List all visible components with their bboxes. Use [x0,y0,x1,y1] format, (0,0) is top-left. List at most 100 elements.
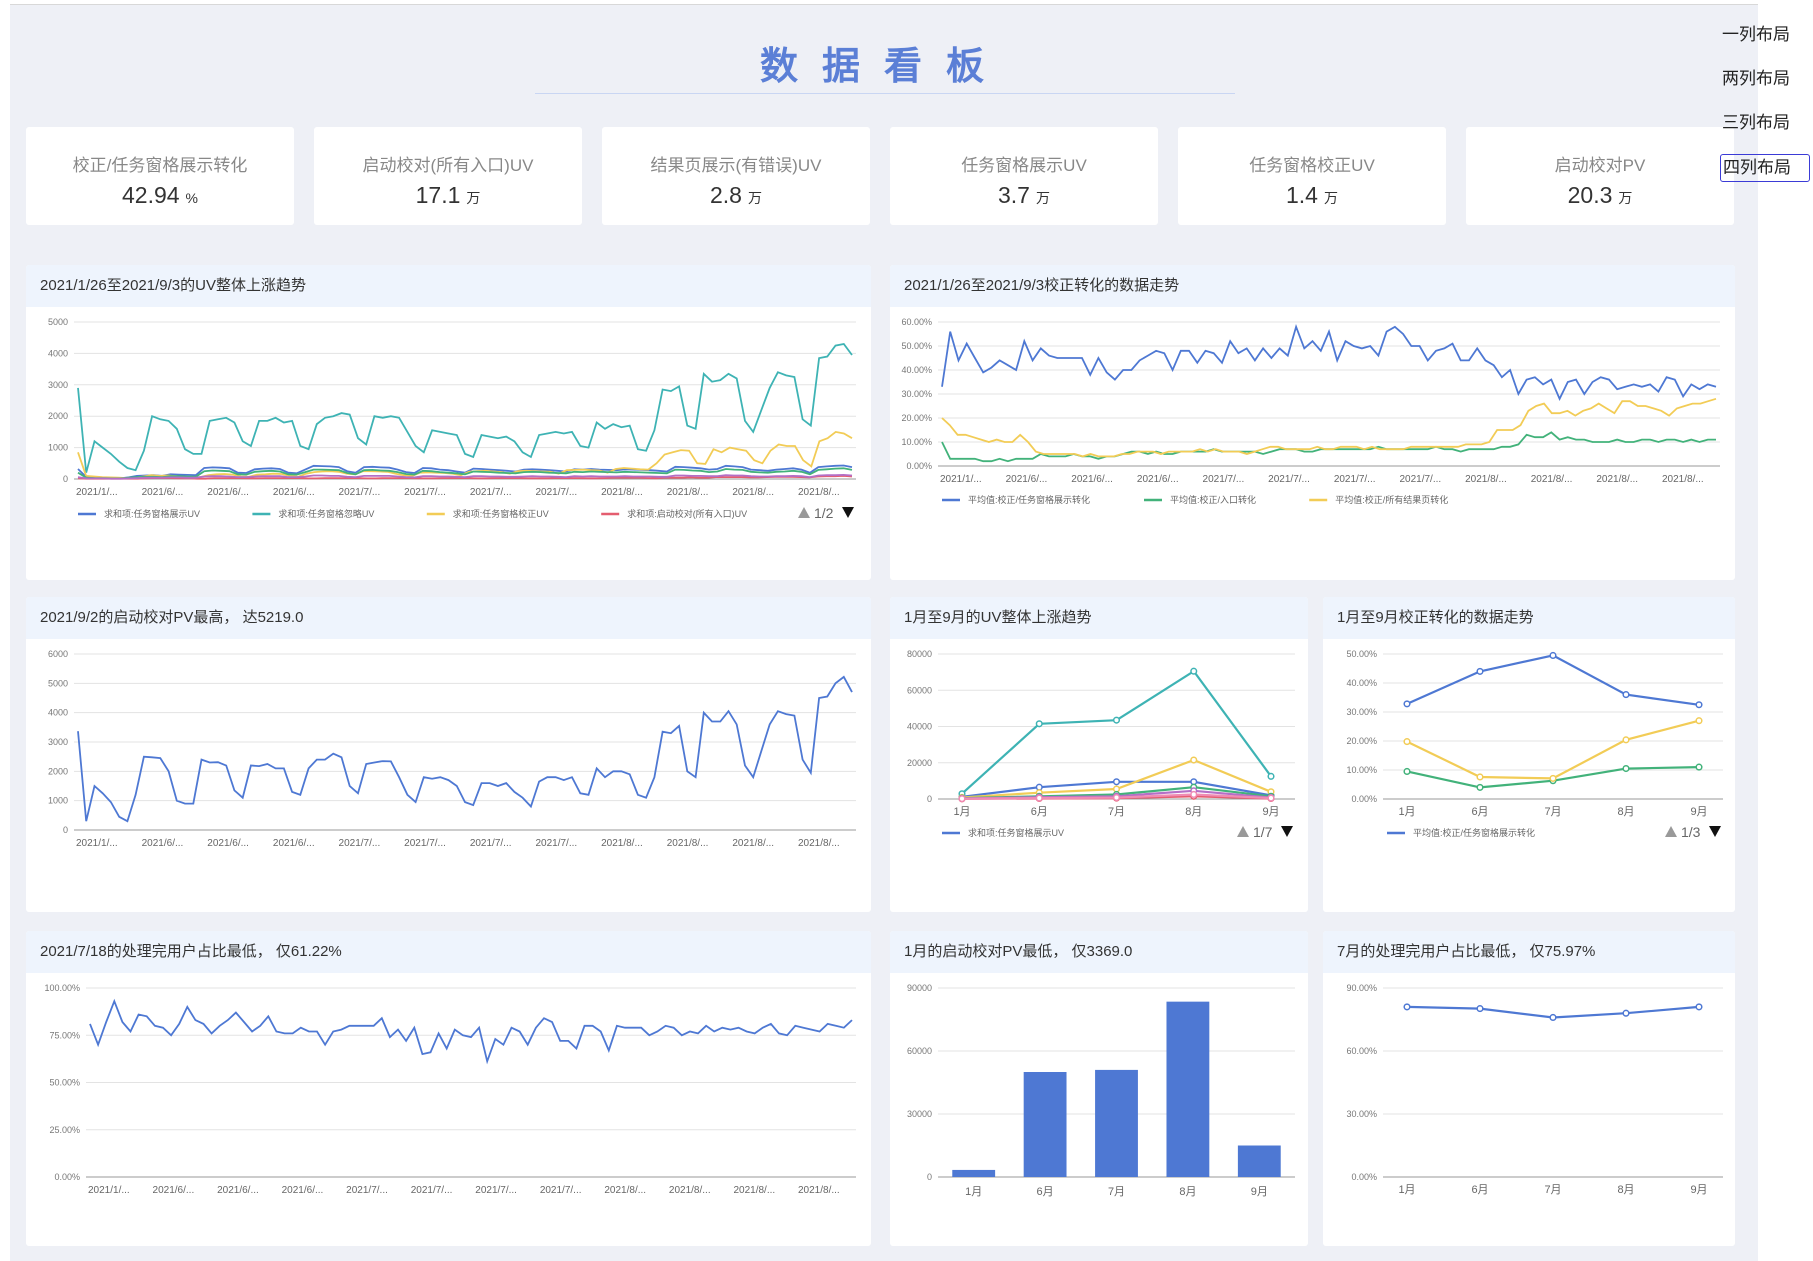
y-tick-label: 20000 [907,758,932,768]
x-tick-label: 2021/8/... [732,838,774,849]
x-tick-label: 9月 [1251,1186,1268,1198]
pager-prev-icon[interactable] [798,507,810,518]
y-tick-label: 4000 [48,708,68,718]
bar [952,1169,996,1177]
y-tick-label: 80000 [907,649,932,659]
x-tick-label: 2021/8/... [669,1185,711,1196]
y-tick-label: 40.00% [1346,678,1377,688]
x-tick-label: 2021/7/... [1268,474,1310,485]
kpi-label: 启动校对PV [1554,156,1646,175]
data-point [1403,738,1411,746]
data-point [1695,763,1703,771]
y-tick-label: 30.00% [1346,1109,1377,1119]
y-tick-label: 100.00% [44,983,80,993]
chart-title: 2021/9/2的启动校对PV最高， 达5219.0 [26,597,871,639]
data-point [1403,1003,1411,1011]
legend-label: 求和项:任务窗格校正UV [453,508,549,519]
y-tick-label: 90.00% [1346,983,1377,993]
pager-text: 1/3 [1681,824,1701,840]
kpi-card-launch-pv: 启动校对PV 20.3 万 [1466,127,1734,225]
layout-four-column[interactable]: 四列布局 [1720,154,1810,182]
layout-three-column[interactable]: 三列布局 [1722,113,1790,132]
pager-prev-icon[interactable] [1237,826,1249,837]
x-tick-label: 2021/8/... [798,487,840,498]
kpi-value: 20.3 [1567,182,1613,208]
x-tick-label: 2021/1/... [76,838,118,849]
pager-next-icon[interactable] [842,507,854,518]
y-tick-label: 90000 [907,983,932,993]
x-tick-label: 2021/7/... [411,1185,453,1196]
series-line [961,669,1272,795]
x-tick-label: 1月 [1398,1184,1415,1196]
chart-panel-conversion-trend: 2021/1/26至2021/9/3校正转化的数据走势 0.00% 10.00% 2… [890,265,1735,580]
kpi-unit: 万 [747,190,762,206]
pager-next-icon[interactable] [1709,826,1721,837]
layout-two-column[interactable]: 两列布局 [1722,69,1790,88]
series-line [1406,654,1700,706]
data-point [1267,772,1275,780]
bar [1095,1069,1138,1177]
legend-label: 求和项:任务窗格展示UV [104,508,200,519]
data-point [1549,651,1557,660]
kpi-value: 2.8 [710,182,742,208]
x-tick-label: 2021/7/... [339,838,381,849]
y-tick-label: 60000 [907,685,932,695]
data-point [1476,1005,1484,1013]
series-line [77,474,853,480]
chart-panel-uv-trend: 2021/1/26至2021/9/3的UV整体上涨趋势 0 1000 2000 300… [26,265,871,580]
x-tick-label: 1月 [953,806,970,818]
y-tick-label: 60000 [907,1046,932,1056]
y-tick-label: 40000 [907,722,932,732]
chart-uv-trend: 0 1000 2000 3000 4000 5000 2021/1/... 2021/6/..… [48,317,856,521]
series-line [77,343,853,473]
y-tick-label: 0.00% [906,461,932,471]
layout-one-column[interactable]: 一列布局 [1722,25,1790,44]
bar [1023,1072,1067,1177]
chart-monthly-completion: 0.00% 30.00% 60.00% 90.00% 1月 6月 7月 8月 9月 [1346,983,1723,1196]
data-point [1622,691,1630,699]
chart-title: 2021/1/26至2021/9/3校正转化的数据走势 [890,265,1735,307]
kpi-card-taskpane-correct-uv: 任务窗格校正UV 1.4 万 [1178,127,1446,225]
kpi-label: 校正/任务窗格展示转化 [72,156,248,175]
data-point [1403,700,1411,708]
data-point [1476,667,1484,675]
dashboard-board: 数据看板 校正/任务窗格展示转化 42.94% 启动校对(所有入口)UV 17.… [10,4,1758,1261]
kpi-value-row: 17.1 万 [314,182,582,209]
y-tick-label: 0 [63,825,68,835]
chart-panel-monthly-conversion: 1月至9月校正转化的数据走势 0.00% 10.00% 20.00% 30.00% 40… [1323,597,1735,912]
y-tick-label: 25.00% [49,1125,80,1135]
kpi-label: 启动校对(所有入口)UV [362,156,534,175]
x-tick-label: 9月 [1690,1184,1707,1196]
chart-title: 7月的处理完用户占比最低， 仅75.97% [1323,931,1735,973]
series-line [941,397,1717,458]
x-tick-label: 2021/8/... [732,487,774,498]
kpi-value-row: 1.4 万 [1178,182,1446,209]
x-tick-label: 6月 [1037,1186,1054,1198]
x-tick-label: 2021/6/... [273,838,315,849]
chart-completion-ratio: 0.00% 25.00% 50.00% 75.00% 100.00% 2021/1/...… [44,983,856,1196]
x-tick-label: 7月 [1108,1186,1125,1198]
y-tick-label: 1000 [48,443,68,453]
x-tick-label: 2021/6/... [1137,474,1179,485]
chart-panel-completion-ratio: 2021/7/18的处理完用户占比最低， 仅61.22% 0.00% 25.00%… [26,931,871,1246]
x-tick-label: 7月 [1544,1184,1561,1196]
kpi-label: 任务窗格展示UV [961,156,1087,175]
x-tick-label: 2021/8/... [1662,474,1704,485]
x-tick-label: 2021/8/... [1465,474,1507,485]
y-tick-label: 5000 [48,678,68,688]
bar [1237,1145,1281,1177]
pager-next-icon[interactable] [1281,826,1293,837]
y-tick-label: 0 [927,794,932,804]
x-tick-label: 2021/6/... [142,838,184,849]
data-point [1112,778,1121,786]
y-tick-label: 0.00% [1351,794,1377,804]
pager-text: 1/2 [814,505,834,521]
chart-monthly-uv: 0 20000 40000 60000 80000 1月 6月 7月 8月 9月求和项:任务窗格展… [907,649,1295,840]
kpi-value-row: 42.94% [26,182,294,209]
kpi-label: 任务窗格校正UV [1249,156,1375,175]
chart-title: 1月至9月校正转化的数据走势 [1323,597,1735,639]
data-point [1403,767,1411,775]
pager-prev-icon[interactable] [1665,826,1677,837]
kpi-card-taskpane-show-uv: 任务窗格展示UV 3.7 万 [890,127,1158,225]
x-tick-label: 2021/8/... [798,838,840,849]
